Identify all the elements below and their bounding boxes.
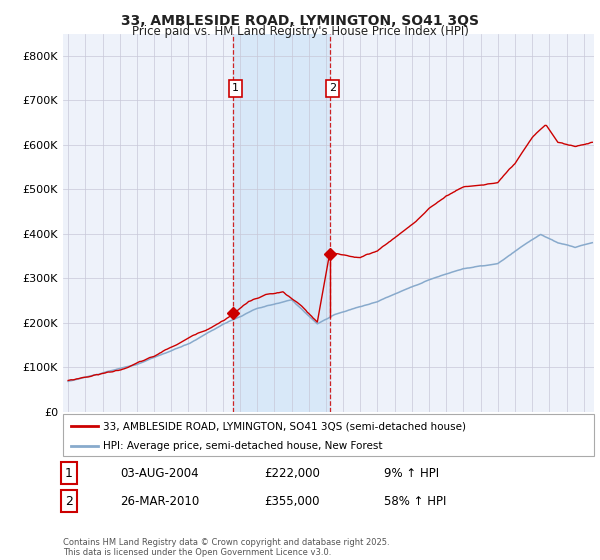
Text: 1: 1 [65,466,73,480]
Text: £355,000: £355,000 [264,494,320,508]
Text: Contains HM Land Registry data © Crown copyright and database right 2025.
This d: Contains HM Land Registry data © Crown c… [63,538,389,557]
Text: 33, AMBLESIDE ROAD, LYMINGTON, SO41 3QS (semi-detached house): 33, AMBLESIDE ROAD, LYMINGTON, SO41 3QS … [103,421,466,431]
Text: 1: 1 [232,83,239,94]
Text: 2: 2 [65,494,73,508]
Text: 58% ↑ HPI: 58% ↑ HPI [384,494,446,508]
Text: 9% ↑ HPI: 9% ↑ HPI [384,466,439,480]
Bar [233,34,330,412]
Text: Price paid vs. HM Land Registry's House Price Index (HPI): Price paid vs. HM Land Registry's House … [131,25,469,38]
Text: 03-AUG-2004: 03-AUG-2004 [120,466,199,480]
Text: 26-MAR-2010: 26-MAR-2010 [120,494,199,508]
Text: 33, AMBLESIDE ROAD, LYMINGTON, SO41 3QS: 33, AMBLESIDE ROAD, LYMINGTON, SO41 3QS [121,14,479,28]
Text: £222,000: £222,000 [264,466,320,480]
Text: 2: 2 [329,83,336,94]
Text: HPI: Average price, semi-detached house, New Forest: HPI: Average price, semi-detached house,… [103,441,382,451]
